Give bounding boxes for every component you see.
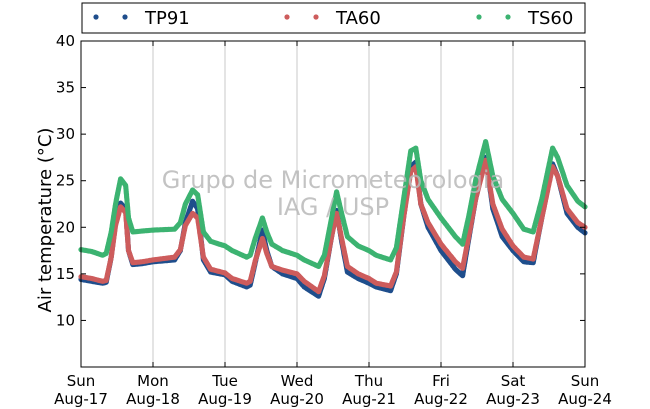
grid-lines <box>152 41 514 367</box>
legend-marker <box>505 14 511 20</box>
x-tick-label-date: Aug-24 <box>558 390 612 408</box>
x-tick-label-day: Sun <box>67 372 96 390</box>
y-axis-label: Air temperature (°C) <box>35 128 56 313</box>
legend-label: TS60 <box>527 8 573 29</box>
legend-marker <box>476 14 482 20</box>
legend-marker <box>284 14 290 20</box>
y-tick-label: 20 <box>56 218 75 236</box>
x-tick-label-date: Aug-22 <box>414 390 468 408</box>
legend-marker <box>122 14 128 20</box>
legend-item-tp91: TP91 <box>93 8 190 29</box>
x-tick-label-date: Aug-20 <box>270 390 324 408</box>
y-tick-label: 10 <box>56 311 75 329</box>
x-tick-label-day: Mon <box>137 372 169 390</box>
x-tick-label-day: Tue <box>211 372 238 390</box>
legend-item-ts60: TS60 <box>476 8 573 29</box>
legend-label: TP91 <box>144 8 190 29</box>
x-tick-label-date: Aug-17 <box>54 390 108 408</box>
x-tick-label-date: Aug-19 <box>198 390 252 408</box>
x-tick-label-date: Aug-23 <box>486 390 540 408</box>
axes: SunAug-17MonAug-18TueAug-19WedAug-20ThuA… <box>54 32 612 408</box>
legend-marker <box>313 14 319 20</box>
x-tick-label-day: Wed <box>281 372 314 390</box>
y-tick-label: 40 <box>56 32 75 50</box>
plot-frame <box>80 40 586 368</box>
data-points <box>78 139 588 299</box>
y-tick-label: 15 <box>56 265 75 283</box>
x-tick-label-day: Fri <box>432 372 450 390</box>
watermark-line-1: Grupo de Micrometeorologia <box>162 166 504 194</box>
x-tick-label-day: Thu <box>354 372 383 390</box>
y-tick-label: 30 <box>56 125 75 143</box>
x-tick-label-date: Aug-21 <box>342 390 396 408</box>
legend-item-ta60: TA60 <box>284 8 381 29</box>
legend: TP91 TA60 TS60 <box>81 2 586 34</box>
series-ta60 <box>78 157 588 295</box>
watermark: Grupo de Micrometeorologia IAG / USP <box>162 166 504 221</box>
watermark-line-2: IAG / USP <box>277 193 389 221</box>
x-tick-label-day: Sat <box>501 372 526 390</box>
y-tick-label: 35 <box>56 79 75 97</box>
legend-box <box>81 2 586 34</box>
legend-label: TA60 <box>335 8 381 29</box>
x-tick-label-date: Aug-18 <box>126 390 180 408</box>
x-tick-label-day: Sun <box>571 372 600 390</box>
series-ts60 <box>78 139 588 269</box>
y-tick-label: 25 <box>56 172 75 190</box>
legend-marker <box>93 14 99 20</box>
